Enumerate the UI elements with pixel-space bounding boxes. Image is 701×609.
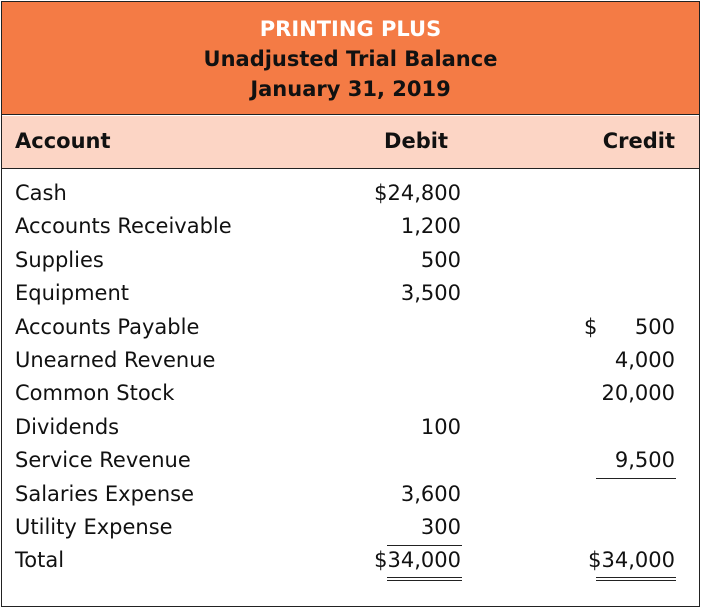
table-row: Cash $24,800 <box>2 181 699 214</box>
table-row: Common Stock 20,000 <box>2 381 699 414</box>
company-name: PRINTING PLUS <box>259 17 442 41</box>
table-row: Accounts Receivable 1,200 <box>2 214 699 247</box>
debit-amount: $24,800 <box>374 181 461 205</box>
debit-amount: 500 <box>420 247 461 272</box>
account-name: Unearned Revenue <box>15 348 216 372</box>
table-row: Supplies 500 <box>2 248 699 281</box>
table-row: Accounts Payable $500 <box>2 315 699 348</box>
service-revenue-underline <box>596 478 676 479</box>
column-header-row: Account Debit Credit <box>2 116 699 169</box>
table-row: Dividends 100 <box>2 415 699 448</box>
credit-total-double-underline <box>596 577 676 581</box>
statement-date: January 31, 2019 <box>250 77 451 101</box>
account-name: Salaries Expense <box>15 481 195 506</box>
debit-amount: 3,500 <box>400 281 461 306</box>
debit-total-double-underline <box>387 577 462 581</box>
account-name: Accounts Payable <box>15 314 200 339</box>
table-row: Salaries Expense 3,600 <box>2 482 699 515</box>
credit-amount: $34,000 <box>588 548 675 573</box>
account-name: Supplies <box>15 247 104 272</box>
account-name: Equipment <box>15 281 129 306</box>
table-row: Service Revenue 9,500 <box>2 448 699 481</box>
table-row: Unearned Revenue 4,000 <box>2 348 699 381</box>
debit-amount: 1,200 <box>400 214 461 239</box>
column-header-credit: Credit <box>602 129 675 153</box>
debit-amount: 300 <box>420 515 461 539</box>
credit-amount: 9,500 <box>614 448 675 473</box>
account-name: Total <box>15 548 65 573</box>
account-name: Common Stock <box>15 381 175 406</box>
table-row: Utility Expense 300 <box>2 515 699 548</box>
credit-amount: 20,000 <box>601 381 675 406</box>
utility-expense-underline <box>387 545 462 546</box>
debit-amount: 3,600 <box>400 481 461 506</box>
account-name: Cash <box>15 181 67 205</box>
statement-name: Unadjusted Trial Balance <box>203 47 498 71</box>
column-header-debit: Debit <box>384 129 448 153</box>
debit-amount: 100 <box>420 414 461 439</box>
credit-dollar-sign: $ <box>584 314 598 339</box>
debit-amount: $34,000 <box>374 548 461 573</box>
account-name: Dividends <box>15 414 120 439</box>
account-name: Service Revenue <box>15 448 191 473</box>
credit-amount: 4,000 <box>614 348 675 372</box>
credit-amount: 500 <box>634 314 675 339</box>
table-row: Total $34,000 $34,000 <box>2 548 699 581</box>
account-name: Accounts Receivable <box>15 214 232 239</box>
table-row: Equipment 3,500 <box>2 281 699 314</box>
account-name: Utility Expense <box>15 515 173 539</box>
table-title: PRINTING PLUS Unadjusted Trial Balance J… <box>2 2 699 115</box>
column-header-account: Account <box>15 129 111 153</box>
